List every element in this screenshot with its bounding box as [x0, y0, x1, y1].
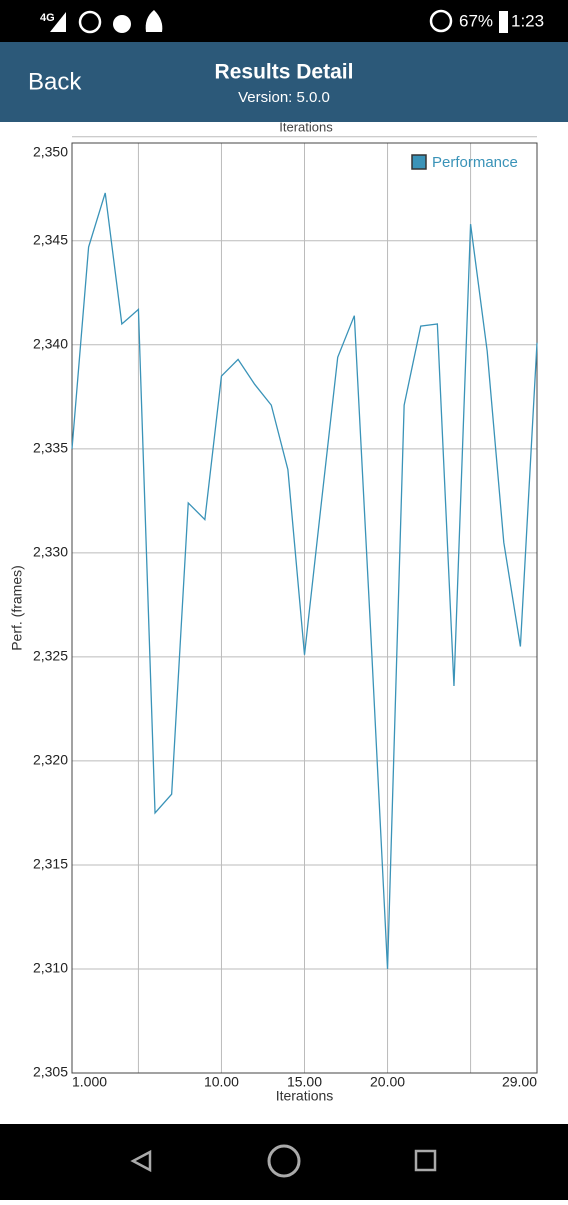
time: 1:23: [511, 11, 544, 30]
battery: 67%: [459, 11, 493, 30]
y-tick-label: 2,310: [33, 960, 68, 976]
y-tick-label: 2,325: [33, 648, 68, 664]
y-tick-label: 2,345: [33, 231, 68, 247]
nav-home[interactable]: [267, 1144, 301, 1178]
data-line: [71, 192, 538, 970]
plot-frame: [71, 142, 538, 1074]
y-tick-label: 2,320: [33, 752, 68, 768]
status-bar: [0, 0, 568, 42]
app-icon: [113, 15, 131, 33]
header: [0, 42, 568, 122]
app-icon: [145, 10, 163, 32]
network: 4G: [40, 12, 55, 24]
x-tick-label: 20.00: [370, 1074, 405, 1090]
subtitle: Version: 5.0.0: [238, 89, 330, 106]
nav-recent[interactable]: [414, 1149, 437, 1172]
nav-back[interactable]: [130, 1149, 152, 1173]
x-axis-label: Iterations: [276, 1088, 334, 1104]
legend-label: Performance: [432, 154, 518, 171]
title: Results Detail: [215, 61, 354, 84]
y-tick-label: 2,335: [33, 440, 68, 456]
signal-icon: [50, 12, 66, 32]
x-tick-label: 10.00: [204, 1074, 239, 1090]
back-button[interactable]: Back: [28, 68, 82, 95]
y-tick-label: 2,305: [33, 1064, 68, 1080]
legend-swatch: [411, 154, 427, 170]
battery-icon: [499, 11, 508, 33]
app-icon: [78, 10, 102, 34]
y-axis-label: Perf. (frames): [9, 565, 25, 651]
y-tick-label: 2,330: [33, 544, 68, 560]
y-tick-label: 2,315: [33, 856, 68, 872]
hotspot-icon: [429, 9, 453, 33]
x-tick-label: 15.00: [287, 1074, 322, 1090]
nav-bar: [0, 1124, 568, 1200]
y-tick-label: 2,340: [33, 336, 68, 352]
x-tick-label: 29.00: [502, 1074, 537, 1090]
previous-x-label: Iterations: [279, 119, 333, 134]
y-tick-label: 2,350: [33, 144, 68, 160]
x-tick-label: 1.000: [72, 1074, 107, 1090]
